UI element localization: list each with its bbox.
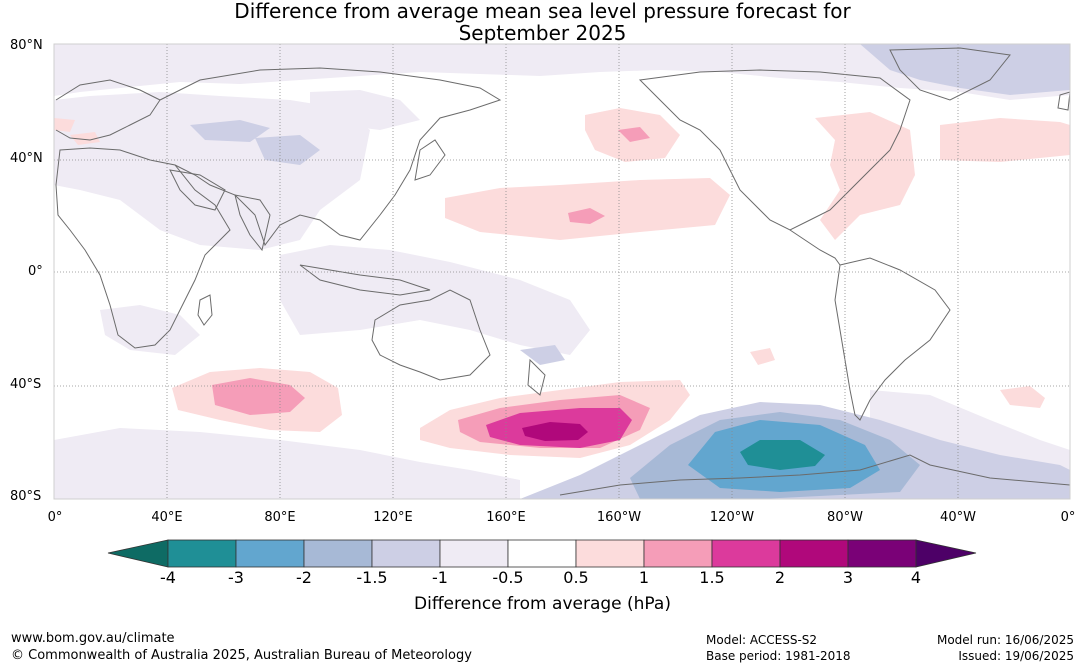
new-zealand-coastline	[527, 358, 546, 396]
negative-anomaly-region-arctic	[54, 44, 1070, 100]
colorbar-bin-p3-4	[847, 539, 917, 568]
japan-coastline	[414, 139, 446, 181]
colorbar-bin-p1-15	[643, 539, 713, 568]
asia-coastline	[159, 67, 502, 247]
colorbar-bin-p15-2	[711, 539, 781, 568]
colorbar-tick: 0.5	[563, 568, 589, 587]
weak-negative-region-arctic-east	[860, 44, 1070, 95]
moderate-positive-region-north-pacific	[618, 127, 650, 142]
lat-label-80s: 80°S	[10, 489, 42, 504]
graticule	[54, 44, 1070, 499]
weak-negative-region-tibet	[190, 120, 270, 142]
colorbar-upper-extension	[915, 539, 977, 568]
lon-label-80e: 80°E	[264, 510, 296, 525]
footer-copyright: © Commonwealth of Australia 2025, Austra…	[11, 648, 472, 663]
colorbar-tick: 3	[842, 568, 854, 587]
negative-anomaly-core	[740, 440, 825, 470]
colorbar-bin-p05-1	[575, 539, 645, 568]
positive-anomaly-region-europe	[54, 118, 100, 145]
colorbar-bin-m05-05	[507, 539, 577, 568]
europe-coastline	[55, 79, 161, 141]
negative-anomaly-region-north-pacific	[310, 90, 420, 130]
lon-label-160e: 160°E	[486, 510, 526, 525]
colorbar-bin-m3-m2	[235, 539, 305, 568]
negative-anomaly-region-africa-south	[100, 305, 200, 355]
negative-anomaly-region-indian	[280, 245, 590, 355]
india-coastline	[234, 194, 271, 252]
lat-label-80n: 80°N	[10, 38, 43, 53]
footer-url: www.bom.gov.au/climate	[11, 631, 175, 646]
lat-label-40s: 40°S	[10, 377, 42, 392]
colorbar-tick: 2	[774, 568, 786, 587]
australia-coastline	[371, 289, 491, 381]
footer-base-period: Base period: 1981-2018	[706, 649, 851, 663]
map-title-line1: Difference from average mean sea level p…	[234, 0, 851, 23]
positive-anomaly-region-south-atlantic	[1000, 386, 1045, 408]
madagascar-coastline	[197, 294, 213, 326]
lon-label-80w: 80°W	[827, 510, 863, 525]
lon-label-0-west: 0°	[47, 510, 63, 525]
positive-anomaly-region-north-atlantic	[940, 118, 1070, 162]
colorbar-tick: 1.5	[699, 568, 725, 587]
colorbar-bin-m4-m3	[167, 539, 237, 568]
anomaly-fields	[54, 44, 1070, 499]
colorbar-bin-m2-m15	[303, 539, 373, 568]
colorbar-tick: -2	[296, 568, 312, 587]
weak-negative-region-south-pacific	[520, 345, 565, 365]
lon-label-40e: 40°E	[151, 510, 183, 525]
colorbar-lower-extension	[107, 539, 169, 568]
colorbar-tick: -1	[432, 568, 448, 587]
greenland-coastline	[889, 47, 1011, 101]
colorbar-tick: -3	[228, 568, 244, 587]
uk-coastline	[1057, 91, 1070, 111]
colorbar-tick: -4	[160, 568, 176, 587]
lat-label-40n: 40°N	[10, 151, 43, 166]
weak-negative-region-himalaya	[255, 135, 320, 165]
lat-label-equator: 0°	[28, 264, 43, 279]
lon-label-120w: 120°W	[709, 510, 755, 525]
positive-anomaly-region-north-america	[815, 112, 915, 240]
moderate-positive-region-southern-indian	[212, 378, 305, 415]
antarctica-coastline	[559, 454, 1070, 496]
colorbar-tick: 4	[910, 568, 922, 587]
arabia-coastline	[169, 169, 226, 211]
africa-coastline	[55, 147, 231, 349]
lon-label-0-east: 0°	[1060, 510, 1076, 525]
central-america-coastline	[789, 229, 841, 266]
footer-issued: Issued: 19/06/2025	[958, 649, 1074, 663]
colorbar-tick: -1.5	[356, 568, 388, 587]
lon-label-120e: 120°E	[373, 510, 413, 525]
positive-anomaly-core	[522, 422, 588, 441]
positive-anomaly-region-chile	[750, 348, 775, 365]
colorbar-tick: -0.5	[492, 568, 524, 587]
colorbar-bin-m1-m05	[439, 539, 509, 568]
moderate-positive-region-subtropical-pacific	[568, 208, 605, 224]
negative-anomaly-region-asia	[54, 92, 370, 250]
colorbar-label: Difference from average (hPa)	[414, 594, 671, 614]
colorbar-tick: 1	[638, 568, 650, 587]
map-title-line2: September 2025	[458, 21, 627, 45]
south-america-coastline	[834, 257, 951, 421]
colorbar-bin-p2-3	[779, 539, 849, 568]
negative-anomaly-region-southern-ocean-west	[54, 428, 520, 499]
lon-label-160w: 160°W	[596, 510, 642, 525]
coastlines	[55, 47, 1070, 496]
footer-model-run: Model run: 16/06/2025	[936, 633, 1074, 647]
colorbar-bin-m15-m1	[371, 539, 441, 568]
lon-label-40w: 40°W	[940, 510, 976, 525]
north-america-coastline	[638, 69, 911, 231]
footer-model: Model: ACCESS-S2	[706, 633, 818, 647]
map-frame	[53, 43, 1071, 500]
